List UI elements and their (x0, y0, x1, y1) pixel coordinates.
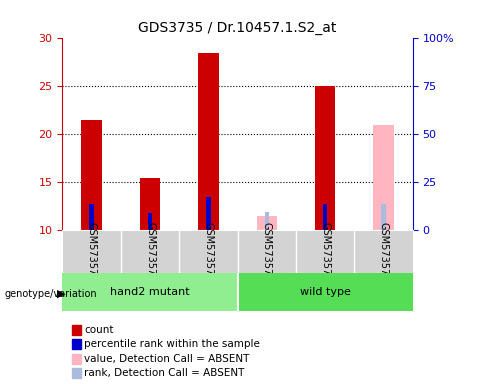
Bar (238, 273, 413, 311)
Bar (264, 212, 269, 230)
Text: hand2 mutant: hand2 mutant (110, 287, 190, 297)
Text: ▶: ▶ (57, 289, 65, 299)
Text: GSM573576: GSM573576 (145, 222, 155, 281)
Bar (373, 125, 394, 230)
Text: genotype/variation: genotype/variation (5, 289, 97, 299)
Bar (140, 177, 160, 230)
Text: GSM573573: GSM573573 (262, 222, 272, 281)
Text: GSM573578: GSM573578 (204, 222, 214, 281)
Text: GSM573575: GSM573575 (320, 222, 330, 281)
Bar (315, 86, 336, 230)
Text: value, Detection Call = ABSENT: value, Detection Call = ABSENT (84, 354, 250, 364)
Text: percentile rank within the sample: percentile rank within the sample (84, 339, 260, 349)
Text: rank, Detection Call = ABSENT: rank, Detection Call = ABSENT (84, 368, 244, 378)
Bar (206, 197, 211, 230)
Text: GSM573574: GSM573574 (86, 222, 96, 281)
Bar (323, 204, 327, 230)
Text: count: count (84, 325, 113, 335)
Text: GSM573577: GSM573577 (379, 222, 389, 281)
Bar (381, 204, 386, 230)
Bar (82, 120, 102, 230)
Bar (62, 273, 238, 311)
Bar (257, 216, 277, 230)
Title: GDS3735 / Dr.10457.1.S2_at: GDS3735 / Dr.10457.1.S2_at (138, 21, 337, 35)
Bar (148, 213, 152, 230)
Bar (89, 204, 94, 230)
Bar (198, 53, 218, 230)
Text: wild type: wild type (300, 287, 350, 297)
